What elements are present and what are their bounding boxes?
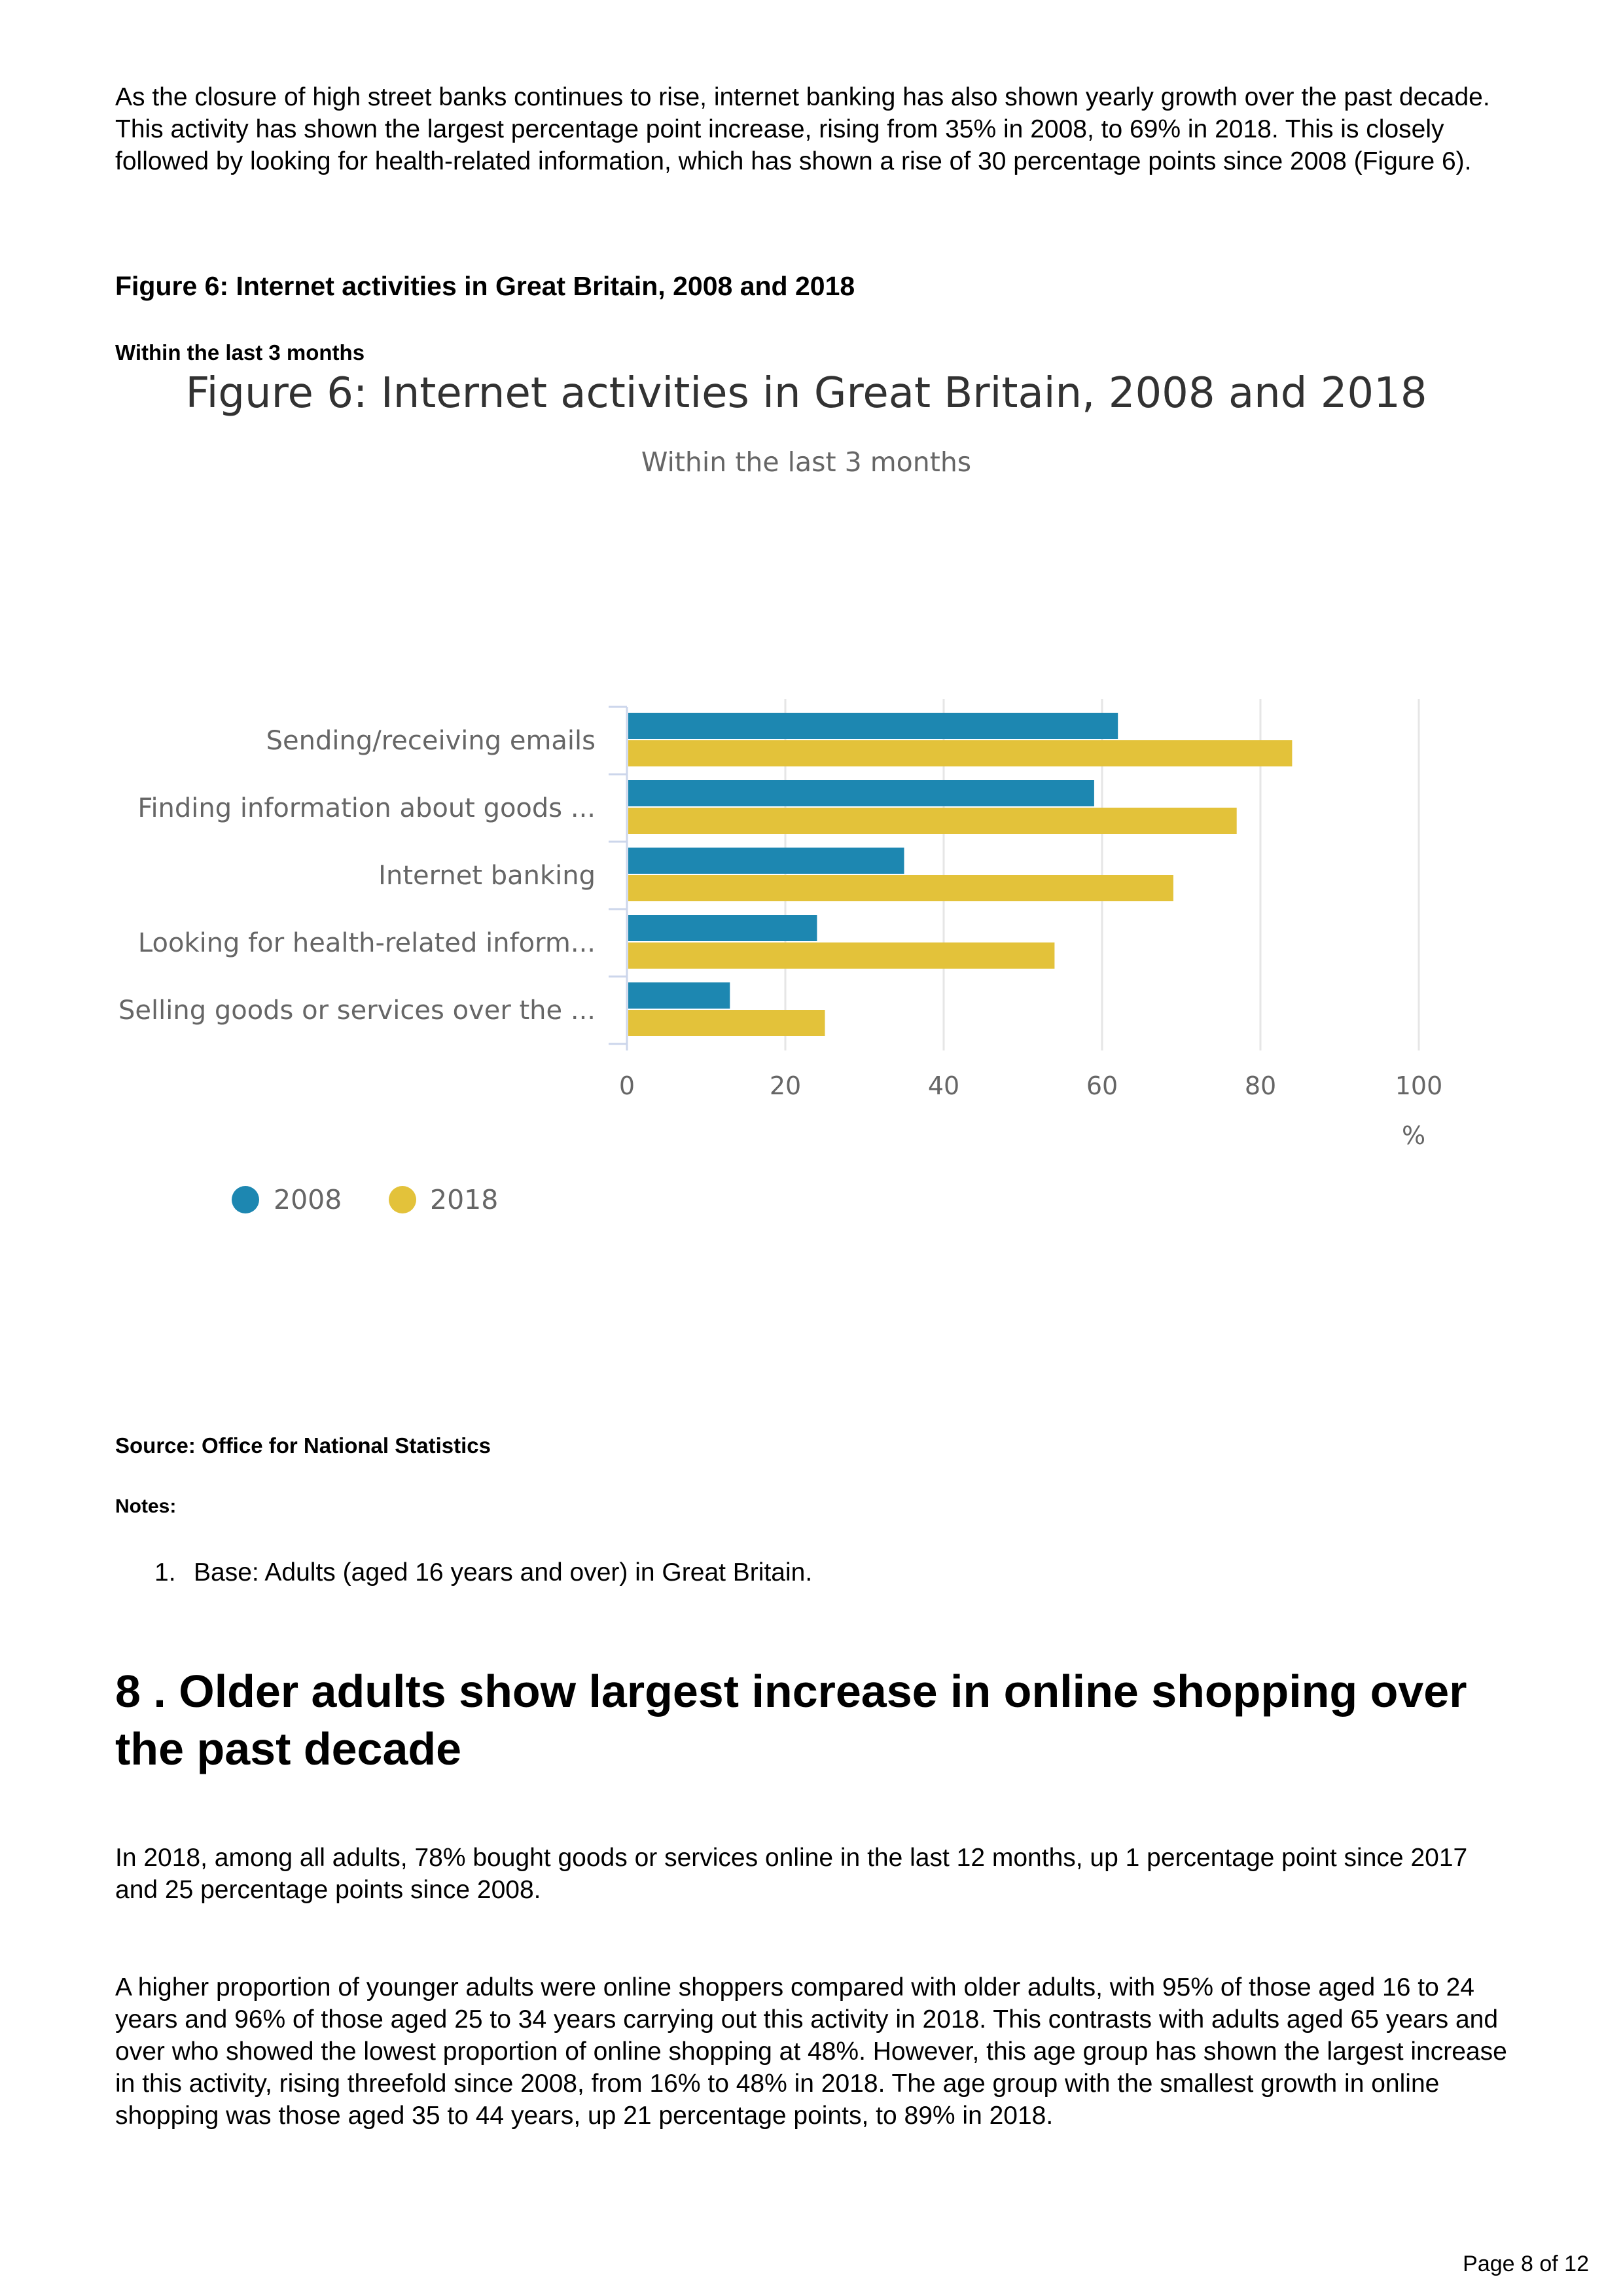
category-label: Internet banking (378, 861, 596, 891)
figure-source: Source: Office for National Statistics (115, 1433, 491, 1458)
notes-label: Notes: (115, 1496, 177, 1517)
legend-marker-2008 (232, 1186, 259, 1213)
x-tick-label: 60 (1086, 1071, 1118, 1100)
x-tick-label: 40 (928, 1071, 959, 1100)
category-label: Finding information about goods ... (137, 793, 596, 823)
x-tick-label: 100 (1395, 1071, 1443, 1100)
note-item: Base: Adults (aged 16 years and over) in… (154, 1556, 812, 1588)
figure-subtitle: Within the last 3 months (115, 340, 365, 365)
chart-x-tick-labels: 0 20 40 60 80 100 (619, 1071, 1442, 1100)
section-paragraph-1: In 2018, among all adults, 78% bought go… (115, 1844, 1468, 1904)
chart-subtitle: Within the last 3 months (641, 446, 971, 478)
legend-marker-2018 (389, 1186, 416, 1213)
section-paragraph-2: A higher proportion of younger adults we… (115, 1973, 1507, 2130)
bar-chart: Figure 6: Internet activities in Great B… (118, 369, 1442, 1215)
bar-2018 (628, 875, 1173, 901)
chart-category-labels: Sending/receiving emails Finding informat… (118, 726, 596, 1026)
figure-title: Figure 6: Internet activities in Great B… (115, 271, 855, 301)
x-tick-label: 20 (770, 1071, 801, 1100)
category-label: Sending/receiving emails (266, 726, 596, 756)
bar-2008 (628, 713, 1118, 739)
bar-2008 (628, 848, 904, 874)
x-tick-label: 0 (619, 1071, 635, 1100)
bar-2018 (628, 740, 1293, 766)
legend-label-2018: 2018 (430, 1184, 498, 1215)
notes-list: Base: Adults (aged 16 years and over) in… (154, 1556, 812, 1588)
bar-2018 (628, 942, 1055, 969)
chart-legend[interactable]: 2008 2018 (232, 1184, 498, 1215)
bar-2018 (628, 1010, 825, 1036)
bar-2008 (628, 982, 730, 1009)
bar-2018 (628, 808, 1237, 834)
page-number: Page 8 of 12 (1463, 2251, 1589, 2276)
bar-2008 (628, 780, 1094, 806)
bar-2008 (628, 915, 817, 941)
chart-bars (628, 713, 1293, 1036)
x-tick-label: 80 (1245, 1071, 1276, 1100)
intro-paragraph: As the closure of high street banks cont… (115, 83, 1490, 175)
x-axis-label: % (1402, 1121, 1425, 1150)
section-heading: 8 . Older adults show largest increase i… (115, 1666, 1467, 1774)
chart-title: Figure 6: Internet activities in Great B… (185, 369, 1427, 418)
category-label: Looking for health-related inform... (138, 928, 596, 958)
category-label: Selling goods or services over the ... (118, 996, 596, 1026)
legend-label-2008: 2008 (274, 1184, 342, 1215)
